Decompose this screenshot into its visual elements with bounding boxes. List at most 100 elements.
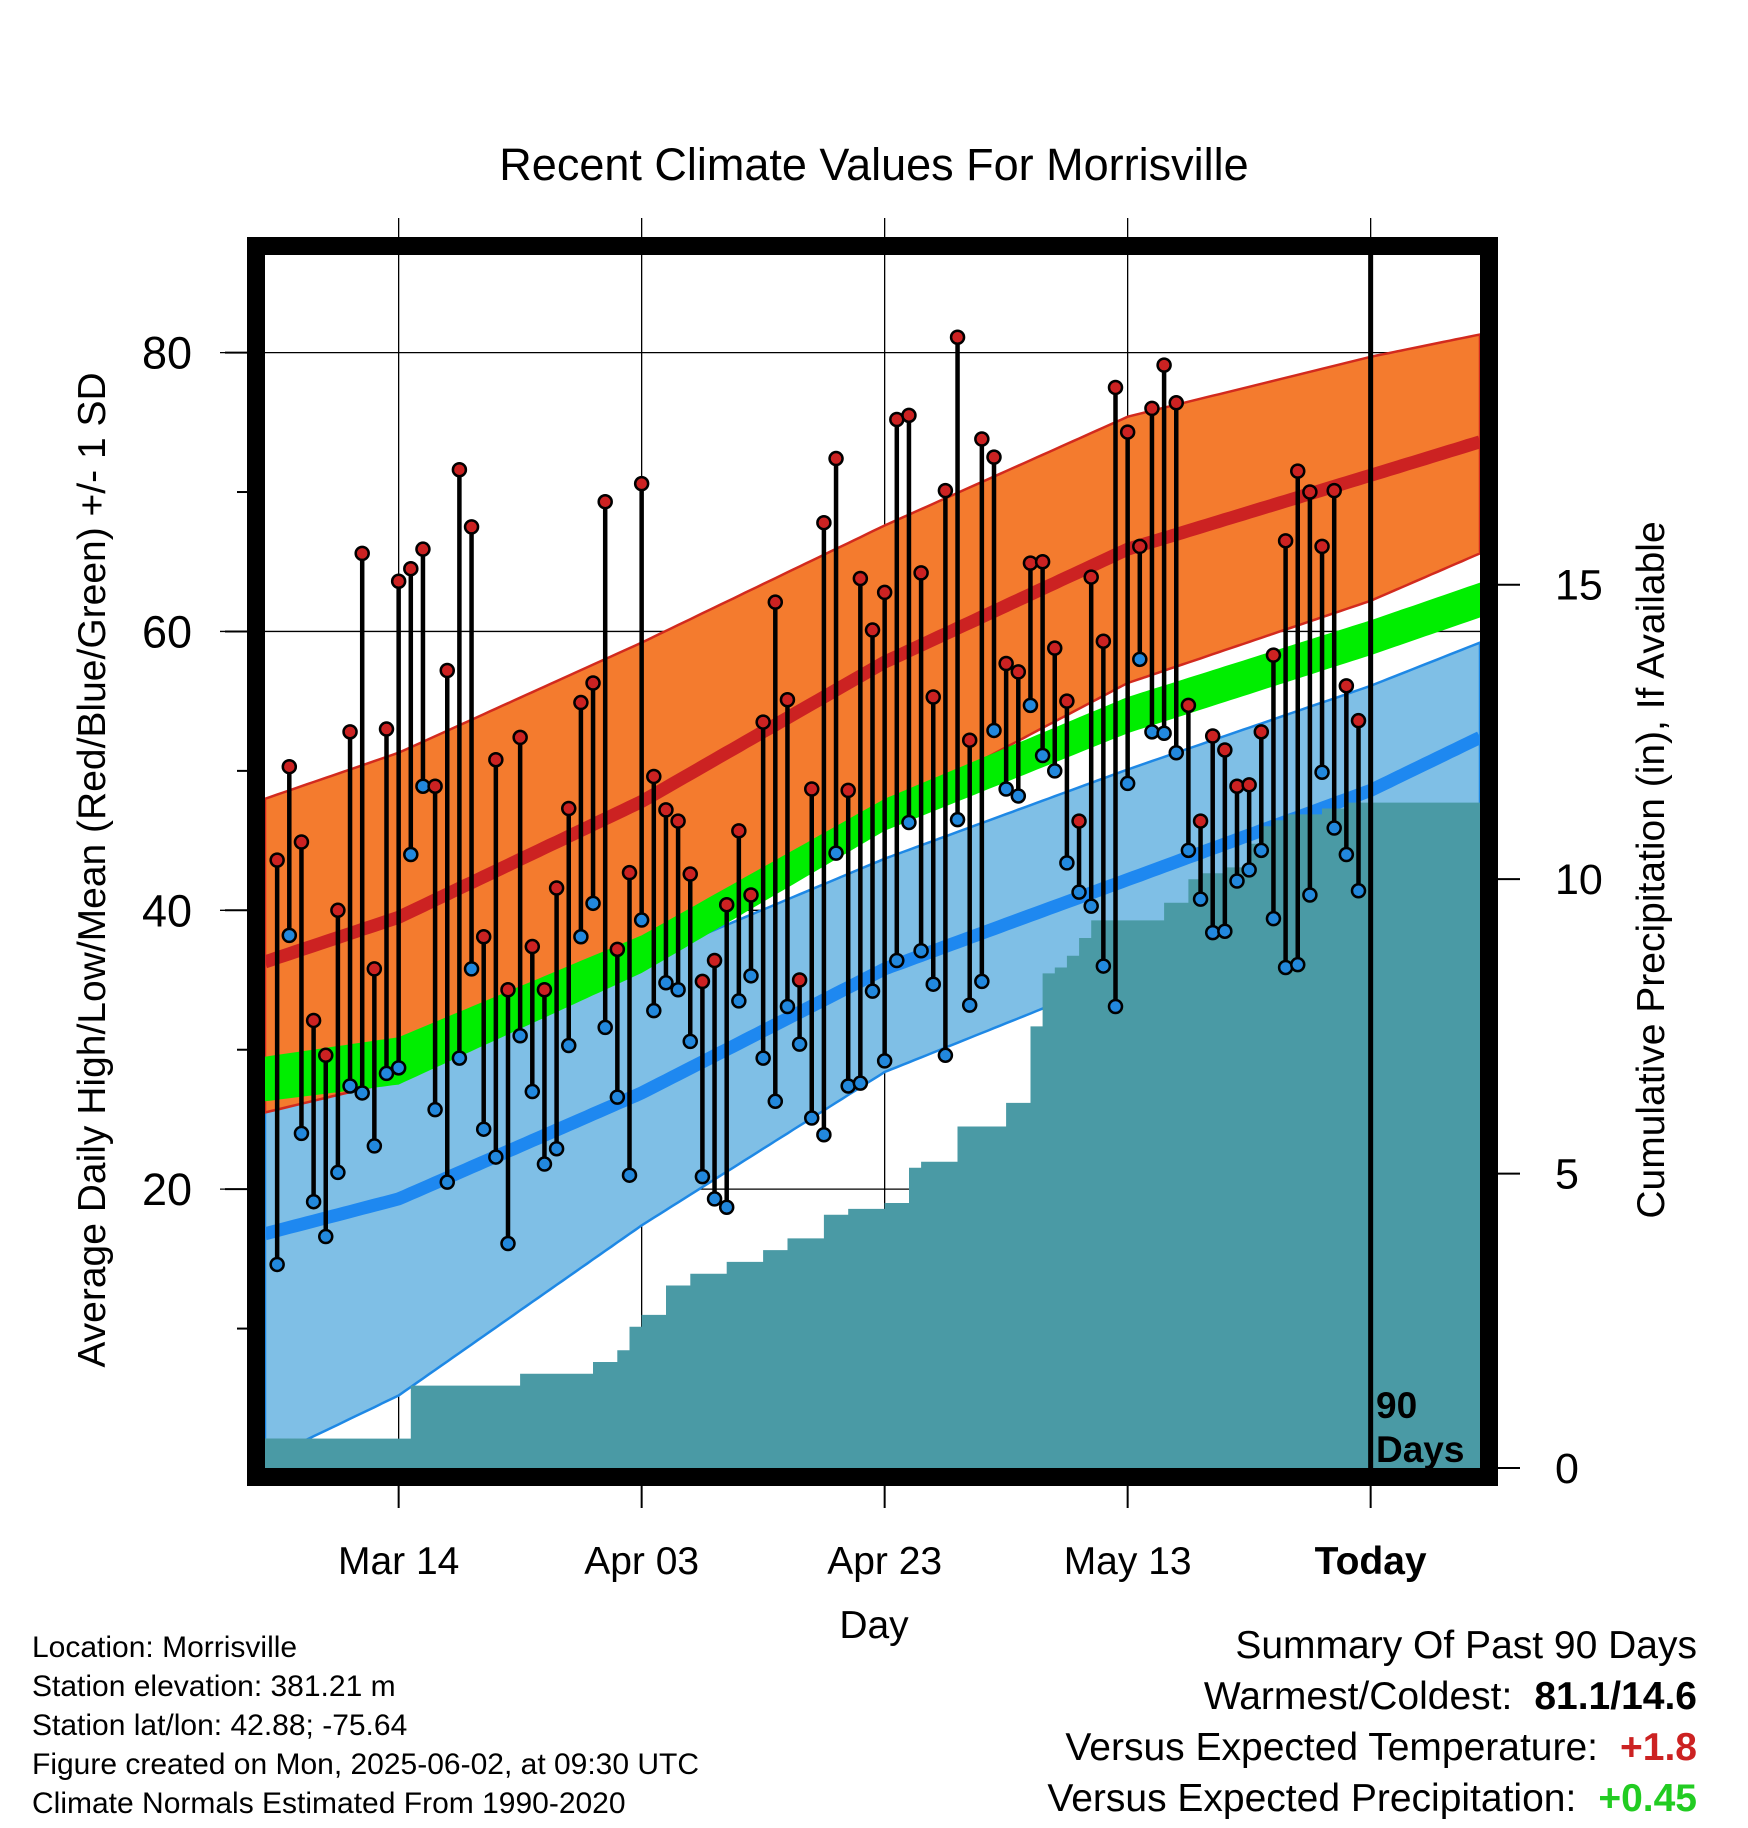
high-point — [1047, 640, 1063, 656]
low-point — [1119, 775, 1136, 792]
high-point — [816, 514, 832, 531]
low-point — [633, 912, 650, 928]
high-point — [767, 594, 784, 610]
precipitation-departure-row: Versus Expected Precipitation: +0.45 — [1047, 1773, 1697, 1824]
low-point — [318, 1228, 334, 1245]
high-point — [1059, 693, 1075, 709]
high-point — [366, 961, 383, 977]
high-point — [1034, 553, 1051, 570]
high-point — [1253, 724, 1270, 740]
high-point — [378, 721, 395, 737]
high-point — [658, 802, 674, 818]
high-point — [597, 494, 613, 510]
low-point — [755, 1050, 771, 1066]
summary-title: Summary Of Past 90 Days — [1235, 1624, 1697, 1667]
low-point — [1217, 923, 1233, 939]
high-point — [548, 880, 565, 896]
precipitation-fill — [265, 802, 1480, 1468]
low-point — [743, 968, 759, 984]
y2-tick-label: 15 — [1555, 562, 1603, 610]
low-point — [293, 1125, 310, 1142]
today-marker-label-line1: 90 — [1376, 1385, 1417, 1426]
low-point — [403, 846, 419, 863]
high-point — [1144, 400, 1160, 417]
high-point — [1192, 813, 1209, 829]
low-point — [646, 1002, 662, 1019]
station-info: Location: Morrisville Station elevation:… — [32, 1628, 699, 1823]
low-point — [597, 1019, 613, 1036]
low-point — [463, 961, 480, 977]
y-tick-label: 80 — [142, 328, 192, 379]
high-point — [512, 729, 528, 746]
low-point — [901, 814, 917, 831]
low-point — [561, 1037, 577, 1054]
low-point — [658, 975, 674, 991]
high-point — [913, 565, 929, 581]
high-point — [1071, 813, 1087, 829]
high-point — [779, 692, 796, 708]
low-point — [548, 1140, 565, 1157]
low-point — [1180, 842, 1197, 859]
high-point — [524, 938, 541, 955]
high-point — [840, 782, 856, 799]
high-point — [731, 823, 747, 839]
high-point — [1119, 424, 1136, 440]
temperature-departure-label: Versus Expected Temperature: — [1065, 1726, 1598, 1769]
x-tick-label: May 13 — [1064, 1540, 1192, 1583]
low-point — [585, 895, 601, 912]
x-tick-label: Mar 14 — [338, 1540, 459, 1583]
high-point — [1290, 463, 1306, 479]
low-point — [1034, 747, 1051, 764]
low-point — [390, 1060, 407, 1076]
high-point — [791, 972, 808, 988]
frame-border — [247, 237, 1498, 1486]
low-point — [816, 1127, 832, 1143]
low-point — [828, 845, 844, 861]
low-point — [500, 1235, 516, 1252]
low-point — [1302, 887, 1318, 903]
low-point — [864, 983, 881, 999]
low-point — [949, 811, 966, 828]
y2-tick-label: 0 — [1555, 1445, 1579, 1493]
station-elevation: Station elevation: 381.21 m — [32, 1670, 396, 1703]
low-point — [718, 1199, 735, 1216]
low-point — [1192, 891, 1209, 907]
low-point — [609, 1089, 626, 1105]
high-point — [694, 973, 711, 990]
station-latlon: Station lat/lon: 42.88; -75.64 — [32, 1709, 408, 1742]
low-point — [767, 1093, 784, 1110]
low-point — [1047, 763, 1063, 779]
precipitation-area — [265, 802, 1480, 1468]
low-point — [524, 1083, 541, 1100]
high-point — [828, 450, 844, 467]
high-point — [403, 560, 419, 577]
low-point — [269, 1256, 285, 1273]
high-point — [621, 864, 638, 881]
high-point — [1314, 538, 1330, 555]
high-point — [1180, 697, 1197, 714]
daily-range-bars — [274, 337, 1361, 1265]
low-point — [281, 927, 298, 944]
high-point — [536, 982, 553, 998]
low-point — [694, 1168, 711, 1185]
high-point — [488, 751, 504, 768]
low-point — [840, 1078, 856, 1094]
high-point — [682, 866, 698, 882]
low-point — [573, 929, 589, 945]
high-point — [475, 929, 492, 945]
warmest-coldest-row: Warmest/Coldest: 81.1/14.6 — [1047, 1671, 1697, 1722]
high-point — [876, 584, 893, 601]
high-point — [718, 896, 735, 913]
high-point — [1204, 728, 1221, 744]
high-point — [573, 694, 589, 711]
low-point — [1229, 873, 1245, 889]
high-point — [1095, 633, 1112, 649]
high-point — [901, 407, 917, 424]
low-point — [1350, 883, 1367, 899]
warmest-coldest-label: Warmest/Coldest: — [1203, 1675, 1513, 1718]
low-point — [1168, 744, 1184, 761]
temperature-departure-value: +1.8 — [1620, 1726, 1697, 1769]
high-point — [974, 431, 990, 447]
high-point — [585, 675, 601, 691]
